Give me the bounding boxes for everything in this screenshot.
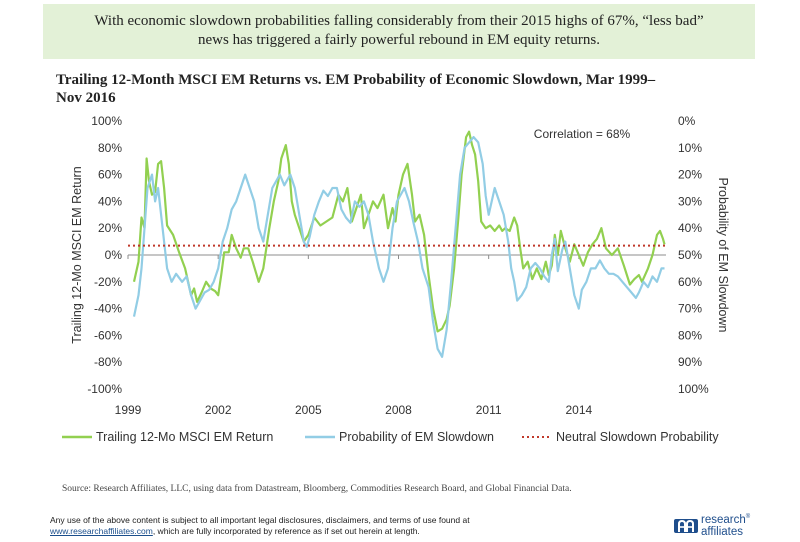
x-tick-label: 2002: [205, 403, 232, 417]
series-layer: [128, 130, 666, 358]
y-left-axis-title: Trailing 12-Mo MSCI EM Return: [70, 166, 84, 343]
logo-mark-icon: [674, 519, 698, 533]
y-left-tick-label: 60%: [98, 168, 122, 182]
y-right-tick-label: 0%: [678, 114, 696, 128]
y-right-tick-label: 30%: [678, 194, 702, 208]
disclaimer-text-rest: , which are fully incorporated by refere…: [152, 526, 420, 536]
chart-title: Trailing 12-Month MSCI EM Returns vs. EM…: [56, 71, 756, 107]
y-right-axis-title: Probability of EM Slowdown: [716, 178, 730, 333]
chart-title-line-2: Nov 2016: [56, 90, 116, 106]
disclaimer: Any use of the above content is subject …: [50, 515, 570, 537]
legend-item-slowdown-probability: Probability of EM Slowdown: [339, 430, 494, 444]
x-tick-label: 2014: [565, 403, 592, 417]
headline-banner: With economic slowdown probabilities fal…: [43, 4, 755, 59]
correlation-annotation: Correlation = 68%: [534, 127, 631, 141]
source-note: Source: Research Affiliates, LLC, using …: [62, 484, 572, 494]
logo-text-line-2: affiliates: [701, 525, 743, 538]
headline-line-1: With economic slowdown probabilities fal…: [94, 13, 704, 29]
y-left-tick-label: -80%: [94, 355, 122, 369]
em-slowdown-probability-line: [132, 136, 665, 358]
legend-item-msci-return: Trailing 12-Mo MSCI EM Return: [96, 430, 273, 444]
legend-item-neutral-probability: Neutral Slowdown Probability: [556, 430, 719, 444]
y-right-tick-label: 90%: [678, 355, 702, 369]
y-right-tick-label: 10%: [678, 141, 702, 155]
y-right-tick-label: 100%: [678, 382, 709, 396]
research-affiliates-logo: research® affiliates: [674, 511, 794, 538]
y-right-tick-label: 40%: [678, 221, 702, 235]
y-left-tick-label: 20%: [98, 221, 122, 235]
logo-trademark: ®: [745, 514, 751, 520]
disclaimer-text: Any use of the above content is subject …: [50, 515, 470, 525]
y-right-tick-label: 20%: [678, 168, 702, 182]
x-tick-label: 2011: [476, 403, 502, 417]
x-tick-label: 2008: [385, 403, 412, 417]
logo-text-line-1: research: [701, 513, 746, 526]
headline-line-2: news has triggered a fairly powerful reb…: [198, 32, 600, 48]
y-left-tick-label: 100%: [91, 114, 122, 128]
y-right-tick-label: 50%: [678, 248, 702, 262]
y-left-tick-label: -20%: [94, 275, 122, 289]
y-right-tick-label: 80%: [678, 328, 702, 342]
msci-em-return-line: [132, 130, 666, 333]
y-left-tick-label: -60%: [94, 328, 122, 342]
y-right-tick-label: 70%: [678, 302, 702, 316]
x-tick-label: 1999: [115, 403, 142, 417]
y-left-tick-label: -40%: [94, 302, 122, 316]
y-left-tick-label: 40%: [98, 194, 122, 208]
website-link[interactable]: www.researchaffiliates.com: [50, 526, 153, 536]
y-left-tick-label: 0%: [105, 248, 123, 262]
legend: Trailing 12-Mo MSCI EM Return Probability…: [62, 430, 719, 444]
y-left-tick-label: -100%: [87, 382, 122, 396]
logo-wordmark: research® affiliates: [701, 511, 750, 538]
chart: 100% 80% 60% 40% 20% 0% -20% -40% -60% -80% -100% 0…: [62, 114, 730, 444]
labels-layer: 100% 80% 60% 40% 20% 0% -20% -40% -60% -80% -100% 0…: [70, 114, 730, 417]
y-left-tick-label: 80%: [98, 141, 122, 155]
x-tick-label: 2005: [295, 403, 322, 417]
y-right-tick-label: 60%: [678, 275, 702, 289]
chart-title-line-1: Trailing 12-Month MSCI EM Returns vs. EM…: [56, 72, 656, 88]
axes-layer: [127, 254, 666, 259]
